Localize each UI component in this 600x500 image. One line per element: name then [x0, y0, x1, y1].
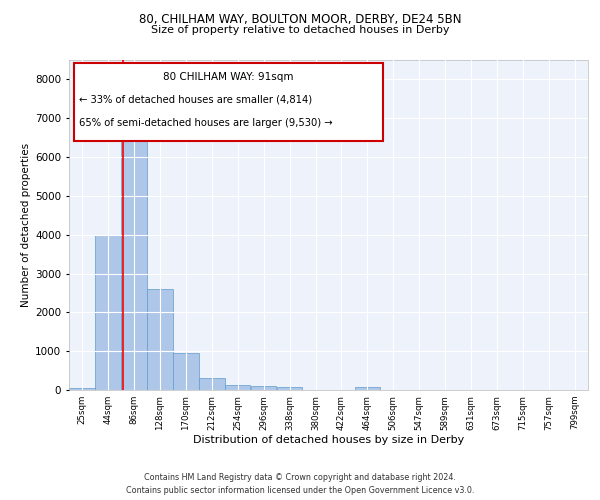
Text: 80, CHILHAM WAY, BOULTON MOOR, DERBY, DE24 5BN: 80, CHILHAM WAY, BOULTON MOOR, DERBY, DE…	[139, 12, 461, 26]
Text: Size of property relative to detached houses in Derby: Size of property relative to detached ho…	[151, 25, 449, 35]
Bar	[251, 386, 277, 390]
Text: 80 CHILHAM WAY: 91sqm: 80 CHILHAM WAY: 91sqm	[163, 72, 294, 82]
X-axis label: Distribution of detached houses by size in Derby: Distribution of detached houses by size …	[193, 436, 464, 446]
Bar	[173, 353, 199, 390]
Text: ← 33% of detached houses are smaller (4,814): ← 33% of detached houses are smaller (4,…	[79, 94, 313, 104]
Bar	[147, 289, 173, 390]
Bar	[355, 387, 380, 390]
Y-axis label: Number of detached properties: Number of detached properties	[21, 143, 31, 307]
Text: 65% of semi-detached houses are larger (9,530) →: 65% of semi-detached houses are larger (…	[79, 118, 333, 128]
Bar	[95, 234, 121, 390]
Bar	[69, 388, 95, 390]
Bar	[277, 387, 302, 390]
Bar	[74, 64, 383, 141]
Bar	[121, 134, 146, 390]
Text: Contains HM Land Registry data © Crown copyright and database right 2024.
Contai: Contains HM Land Registry data © Crown c…	[126, 474, 474, 495]
Bar	[199, 378, 224, 390]
Bar	[225, 384, 250, 390]
